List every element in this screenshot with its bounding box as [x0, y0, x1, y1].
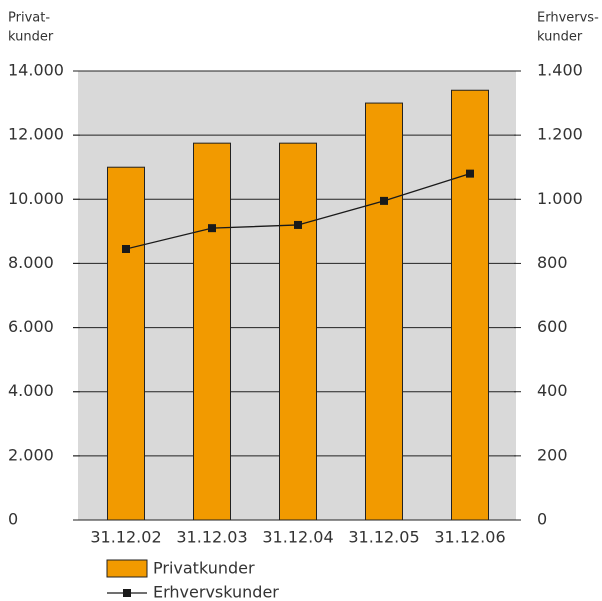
y2-axis-title: kunder	[537, 30, 583, 45]
bar	[107, 166, 145, 521]
legend-marker	[123, 589, 131, 597]
bar	[193, 142, 231, 521]
legend-swatch	[106, 559, 148, 578]
x-tick-label: 31.12.04	[262, 528, 333, 547]
legend-label: Privatkunder	[153, 559, 255, 578]
y-tick-label: 8.000	[8, 253, 54, 272]
bar	[451, 89, 489, 521]
y-tick-label: 0	[8, 510, 18, 529]
y2-tick-label: 1.400	[537, 61, 583, 80]
line-marker	[294, 220, 302, 229]
y2-tick-label: 1.000	[537, 189, 583, 208]
y-tick-label: 6.000	[8, 317, 54, 336]
y-tick-label: 2.000	[8, 445, 54, 464]
line-marker	[122, 244, 130, 253]
line-marker	[208, 224, 216, 233]
bar	[365, 102, 403, 521]
y-tick-label: 12.000	[8, 125, 64, 144]
x-tick-label: 31.12.06	[434, 528, 505, 547]
y-tick-label: 4.000	[8, 381, 54, 400]
line-marker	[466, 169, 474, 178]
x-tick-label: 31.12.05	[348, 528, 419, 547]
y-axis-title: Privat-	[8, 11, 50, 26]
x-tick-label: 31.12.03	[176, 528, 247, 547]
y2-axis-title: Erhvervs-	[537, 11, 599, 26]
y-axis-title: kunder	[8, 30, 54, 45]
bar	[279, 142, 317, 521]
y2-tick-label: 200	[537, 445, 568, 464]
y2-tick-label: 1.200	[537, 125, 583, 144]
line-marker	[380, 196, 388, 205]
y-tick-label: 10.000	[8, 189, 64, 208]
y2-tick-label: 600	[537, 317, 568, 336]
legend-label: Erhvervskunder	[153, 583, 279, 601]
x-tick-label: 31.12.02	[90, 528, 161, 547]
y2-tick-label: 400	[537, 381, 568, 400]
y2-tick-label: 0	[537, 510, 547, 529]
y2-tick-label: 800	[537, 253, 568, 272]
y-tick-label: 14.000	[8, 61, 64, 80]
